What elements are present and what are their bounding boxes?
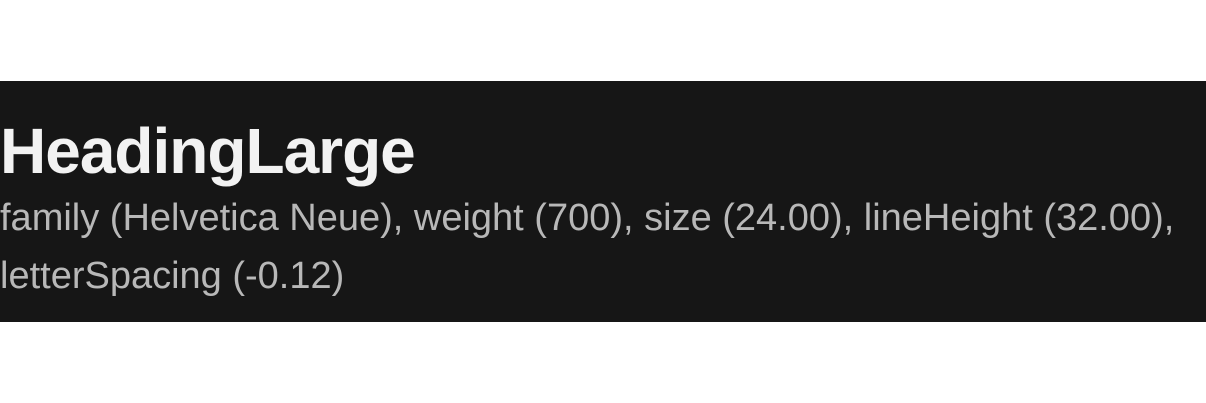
typography-style-name: HeadingLarge (0, 115, 415, 187)
typography-sample-card: HeadingLarge family (Helvetica Neue), we… (0, 81, 1206, 322)
typography-style-spec: family (Helvetica Neue), weight (700), s… (0, 189, 1190, 305)
